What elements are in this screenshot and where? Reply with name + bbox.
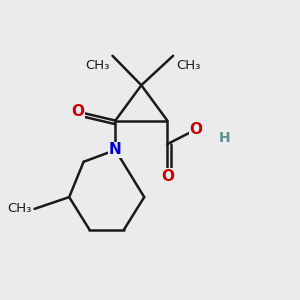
Text: O: O — [161, 169, 174, 184]
Text: CH₃: CH₃ — [7, 202, 31, 215]
Text: N: N — [109, 142, 122, 158]
Text: CH₃: CH₃ — [176, 59, 200, 72]
Text: O: O — [190, 122, 203, 137]
Text: O: O — [71, 104, 84, 119]
Text: H: H — [219, 131, 231, 145]
Text: CH₃: CH₃ — [85, 59, 110, 72]
